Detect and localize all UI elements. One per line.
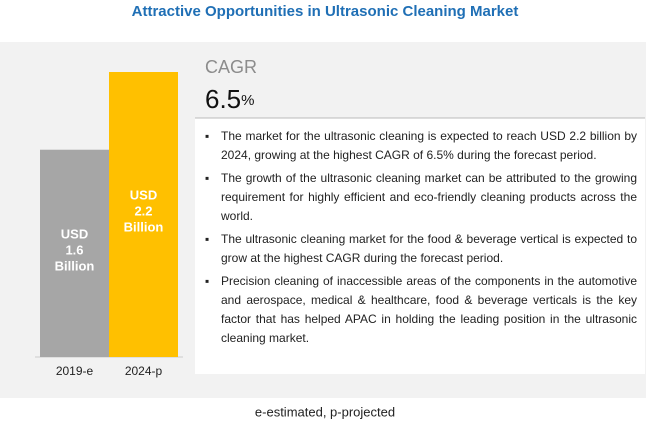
bar [109, 72, 178, 357]
bullet: The growth of the ultrasonic cleaning ma… [205, 169, 637, 226]
chart-title: Attractive Opportunities in Ultrasonic C… [132, 3, 519, 20]
cagr-number: 6.5 [205, 84, 241, 114]
bullet: Precision cleaning of inaccessible areas… [205, 272, 637, 348]
cagr-value: 6.5% [205, 84, 255, 114]
cagr-label: CAGR [205, 57, 257, 77]
bar [40, 149, 109, 357]
x-tick-label: 2019-e [56, 364, 94, 378]
bullet-list: The market for the ultrasonic cleaning i… [205, 127, 637, 352]
value-label: USD 2.2 Billion [124, 188, 164, 235]
footnote: e-estimated, p-projected [255, 404, 395, 419]
bullet: The ultrasonic cleaning market for the f… [205, 230, 637, 268]
value-label: USD 1.6 Billion [55, 227, 95, 274]
cagr-unit: % [241, 92, 254, 109]
x-tick-label: 2024-p [125, 364, 163, 378]
bullet: The market for the ultrasonic cleaning i… [205, 127, 637, 165]
